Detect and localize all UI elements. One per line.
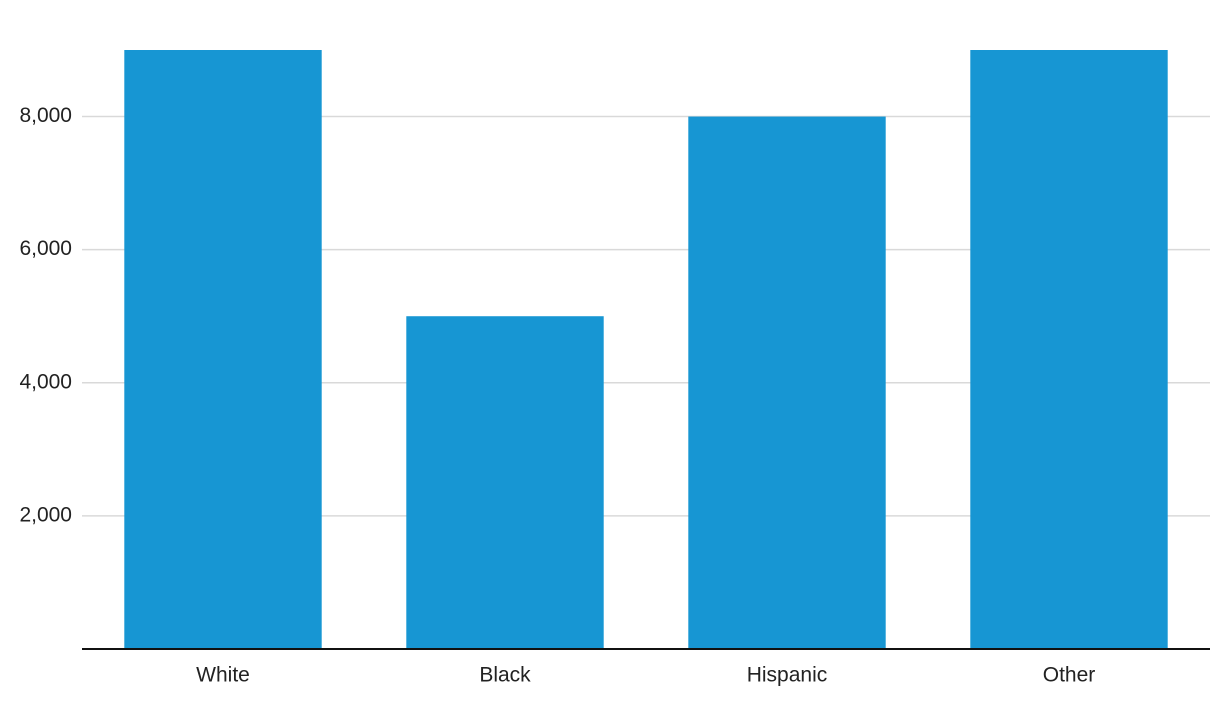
x-tick-label: Black [479, 664, 531, 687]
y-tick-label: 6,000 [19, 237, 72, 260]
bar [406, 316, 604, 649]
x-tick-label: Other [1043, 664, 1096, 687]
y-tick-label: 2,000 [19, 503, 72, 526]
x-tick-label: White [196, 664, 250, 687]
y-tick-label: 8,000 [19, 104, 72, 127]
bar [688, 116, 886, 650]
y-tick-label: 4,000 [19, 370, 72, 393]
x-tick-label: Hispanic [747, 664, 828, 687]
bar [970, 50, 1168, 649]
bar [124, 50, 322, 649]
